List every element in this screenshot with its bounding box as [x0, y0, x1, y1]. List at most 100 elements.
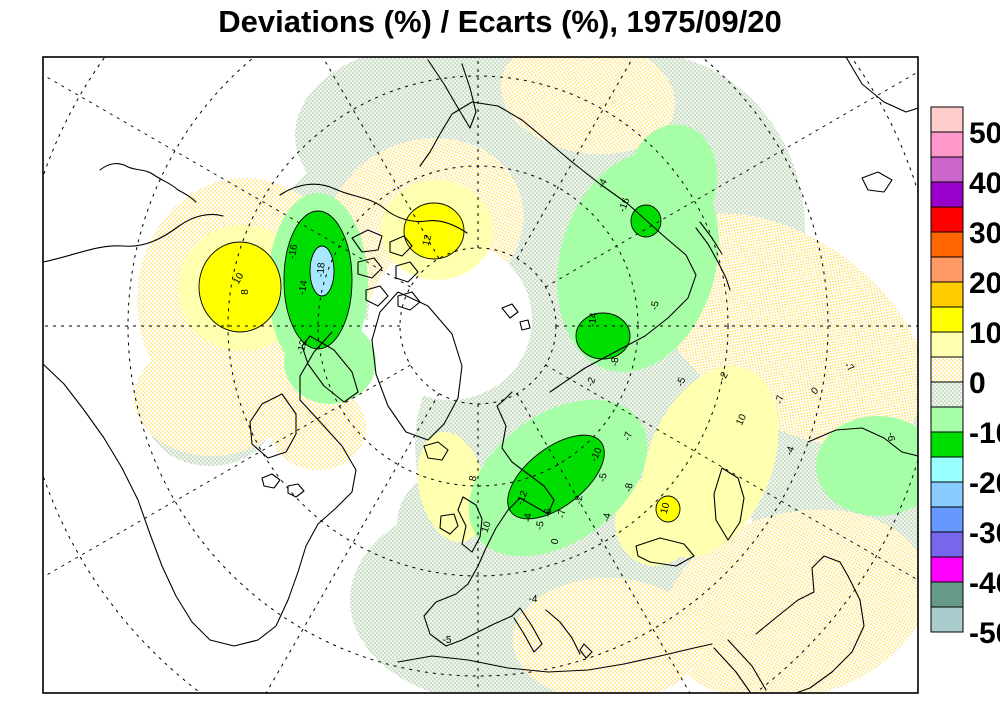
island-arctic-d — [395, 261, 419, 283]
contour-label-2: -16 — [287, 243, 300, 260]
colorbar-legend: 50 40 30 20 10 0 -10 -20 -30 -40 -50 — [930, 106, 1000, 650]
colorbar-tick--50: -50 — [969, 617, 1000, 650]
colorbar-tick-20: 20 — [969, 267, 1000, 300]
colorbar-tick-40: 40 — [969, 167, 1000, 200]
colorbar-cell-13 — [930, 431, 964, 458]
great-lake-a — [261, 473, 281, 489]
contour-label-31: -4 — [784, 445, 798, 458]
colorbar-cell-3 — [930, 181, 964, 208]
contour-label-25: -8 — [610, 356, 622, 366]
colorbar-cell-14 — [930, 456, 964, 483]
latitude-circle-2 — [227, 75, 729, 577]
island-arctic-e — [365, 285, 389, 307]
meridian-210 — [265, 393, 440, 693]
coast-novaya-zemlya — [695, 227, 731, 291]
coast-red-sea-east — [727, 639, 767, 691]
anomaly-region-yellow-asia-small — [655, 495, 681, 523]
anomaly-region-stipple-yellow-arabia — [662, 509, 918, 693]
anomaly-region-stipple-yellow-labrador — [270, 386, 366, 470]
coastlines — [43, 57, 918, 693]
contour-labels: 108-16-18-14-1212-16-4-14-5-2-10-12-8-7-… — [231, 177, 896, 646]
contour-label-13: -12 — [515, 489, 530, 507]
colorbar-tick--10: -10 — [969, 417, 1000, 450]
hudson-bay — [249, 393, 297, 459]
contour-label-20: -5 — [597, 472, 609, 483]
contour-label-28: -5 — [675, 376, 689, 389]
island-arctic-b — [389, 235, 413, 257]
island-arctic-f — [397, 291, 421, 311]
chart-title: Deviations (%) / Ecarts (%), 1975/09/20 — [218, 4, 782, 39]
colorbar-cell-11 — [930, 381, 964, 408]
contour-label-6: 12 — [421, 233, 435, 247]
meridian-150 — [516, 393, 691, 693]
colorbar-cell-12 — [930, 406, 964, 433]
island-britain — [457, 496, 483, 553]
meridian-120 — [545, 364, 918, 581]
map-frame — [42, 56, 919, 694]
meridian-60 — [545, 71, 918, 288]
contour-label-11: -2 — [585, 376, 599, 389]
coast-alaska — [43, 213, 224, 263]
coast-chukotka — [279, 183, 468, 234]
contour-label-21: 0 — [550, 537, 562, 545]
contour-label-14: -8 — [623, 482, 635, 493]
colorbar-cell-18 — [930, 556, 964, 583]
anomaly-region-yellow-west — [198, 241, 282, 333]
coast-europe — [423, 391, 555, 647]
coast-red-sea-west — [713, 647, 751, 693]
anomaly-region-stipple-yellow-medit — [513, 578, 703, 693]
contour-label-19: -2 — [574, 494, 586, 504]
meridian-240 — [43, 364, 411, 578]
colorbar-cell-4 — [930, 206, 964, 233]
anomaly-region-no-data-polar-cap — [368, 240, 532, 400]
meridian-300 — [43, 74, 411, 288]
contour-label-4: -14 — [297, 279, 310, 296]
coast-aleutians — [99, 163, 197, 203]
contour-label-5: -12 — [295, 339, 309, 356]
meridian-330 — [322, 57, 440, 259]
colorbar-tick--30: -30 — [969, 517, 1000, 550]
colorbar-cell-16 — [930, 506, 964, 533]
black-sea — [635, 537, 695, 567]
island-svalbard-2 — [519, 319, 531, 331]
island-arctic-a — [351, 229, 383, 253]
contour-label-24: -7 — [622, 430, 635, 442]
anomaly-regions — [134, 57, 918, 693]
contour-label-36: 8 — [468, 474, 480, 482]
coast-balkans — [545, 609, 581, 655]
anomaly-region-stipple-yellow-topedge — [500, 57, 676, 155]
contour-label-18: -4 — [523, 512, 535, 522]
coast-kamchatka — [427, 59, 477, 129]
colorbar-cell-9 — [930, 331, 964, 358]
great-lake-b — [287, 483, 305, 498]
contour-label-17: -5 — [534, 520, 546, 531]
colorbar-cell-6 — [930, 256, 964, 283]
colorbar-cell-19 — [930, 581, 964, 608]
coast-arabia — [755, 555, 865, 693]
island-svalbard — [501, 303, 519, 319]
colorbar-cell-5 — [930, 231, 964, 258]
colorbar-cell-10 — [930, 356, 964, 383]
colorbar-cell-7 — [930, 281, 964, 308]
coast-north-africa — [397, 643, 713, 673]
island-greenland — [371, 291, 463, 441]
contour-label-7: -16 — [617, 196, 632, 214]
island-iceland — [423, 441, 449, 461]
colorbar-cell-17 — [930, 531, 964, 558]
coast-caspian-north — [807, 427, 918, 457]
island-ireland — [439, 513, 459, 535]
island-greece — [579, 643, 593, 659]
contour-label-9: -14 — [587, 312, 599, 328]
anomaly-region-cyan-baffin-core — [309, 245, 335, 297]
coast-novaya-zemlya-2 — [699, 221, 723, 255]
caspian-sea — [713, 467, 745, 541]
contour-label-33: -6 — [885, 432, 897, 442]
contour-label-16: -6 — [543, 507, 555, 517]
colorbar-cell-0 — [930, 106, 964, 133]
island-wrangel — [861, 171, 893, 193]
contour-label-34: -4 — [529, 594, 538, 605]
colorbar-tick-30: 30 — [969, 217, 1000, 250]
